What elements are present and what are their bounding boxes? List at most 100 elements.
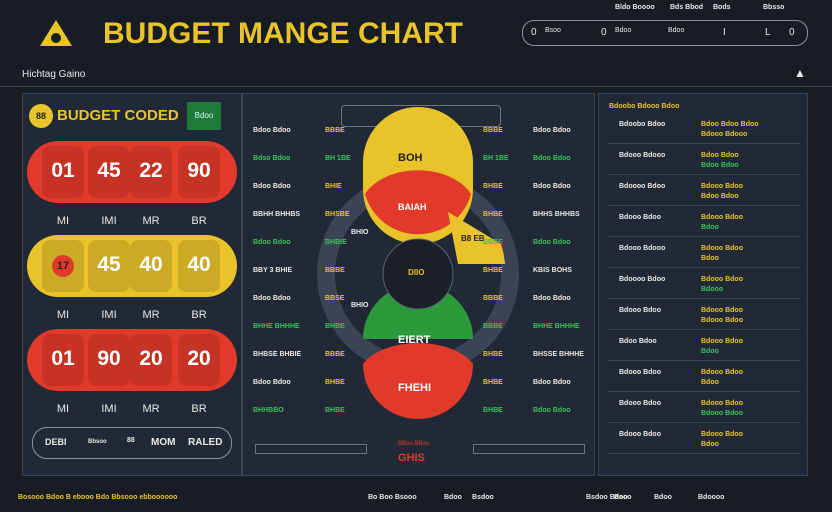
footer-item[interactable]: RALED [188, 437, 223, 448]
collapse[interactable]: ▲ [794, 66, 806, 80]
pill-value: 45 [97, 159, 121, 182]
row-item[interactable]: Bdooo Bdoo [619, 214, 661, 221]
row-divider [607, 422, 801, 423]
row-item[interactable]: Bdoo [701, 224, 719, 231]
footer-link[interactable]: Bsdoo [472, 494, 494, 501]
left-inner-label: BH 1BE [325, 155, 351, 162]
footer-link[interactable]: Bo Boo Bsooo [368, 494, 417, 501]
row-item[interactable]: Bdoooo Bdoo [619, 183, 666, 190]
row-item[interactable]: Bdoo Bdoo [619, 338, 657, 345]
row-item[interactable]: Bdooo Bdoo [701, 183, 743, 190]
row-item[interactable]: Bdoo [701, 348, 719, 355]
toolbar-item[interactable]: L [765, 27, 771, 38]
row-divider [607, 391, 801, 392]
left-outer-label: BHBSE BHBIE [253, 351, 302, 358]
footer-link[interactable]: Bsdoo Bdoo [586, 494, 628, 501]
row-item[interactable]: Bdoo [701, 255, 719, 262]
toolbar-item[interactable]: Bdoo [668, 27, 685, 34]
bottom-small: BBoo BBoo [398, 441, 430, 447]
row-item[interactable]: Bdooo Bdoo [701, 338, 743, 345]
row-item[interactable]: Bdooo Bdoo [701, 214, 743, 221]
left-outer-label: BBHH BHHBS [253, 211, 301, 218]
pill-cell [42, 146, 84, 198]
pill-value: 40 [139, 253, 163, 276]
row-item[interactable]: Bdooo Bdoo [619, 431, 661, 438]
row-divider [607, 360, 801, 361]
pill-value: 20 [139, 347, 163, 370]
row-item[interactable]: Bdooo Bdoo [701, 317, 743, 324]
top-link[interactable]: Bldo Boooo [615, 4, 655, 11]
left-outer-label: BHHBBO [253, 407, 284, 414]
top-link[interactable]: Bds Bbod [670, 4, 704, 11]
row-item[interactable]: Bdoooo Bdoo [619, 276, 666, 283]
toolbar-item[interactable]: 0 [789, 27, 795, 38]
venn-segment: BHIO [351, 302, 369, 309]
left-outer-label: BHHE BHHHE [253, 323, 300, 330]
toolbar-item[interactable]: Bdoo [615, 27, 632, 34]
footer-link[interactable]: Bdoooo [698, 494, 725, 501]
row-item[interactable]: Bdooo Bdoo [701, 410, 743, 417]
pill-cell [130, 146, 172, 198]
row-item[interactable]: Bdooo [701, 286, 724, 293]
pill-value: 22 [139, 159, 163, 182]
row-item[interactable]: Bdooo Bdoo [619, 400, 661, 407]
footer-pill[interactable]: DEBI Bbsoo 88 MOM RALED [32, 427, 232, 459]
footer-item[interactable]: MOM [151, 437, 176, 448]
footer-link[interactable]: Bdoo [654, 494, 672, 501]
pill-cell [178, 146, 220, 198]
pill [27, 329, 237, 391]
subheader: Hichtag Gaino [22, 69, 86, 80]
row-item[interactable]: Bdooo Bdoo [701, 400, 743, 407]
footer-item[interactable]: Bbsoo [88, 439, 107, 445]
pill-cell [42, 334, 84, 386]
row-item[interactable]: Bdoo [701, 379, 719, 386]
row-item[interactable]: Bdooo Bdoo [701, 431, 743, 438]
row-item[interactable]: Bdooo Bdoo [701, 276, 743, 283]
row-item[interactable]: Bdoo Bdoo [701, 152, 739, 159]
top-link[interactable]: Bbsso [763, 4, 785, 11]
left-outer-label: Bdso Bdoo [253, 155, 291, 162]
row-divider [607, 298, 801, 299]
left-inner-label: BHBE [325, 379, 345, 386]
pill [27, 141, 237, 203]
footer-item[interactable]: 88 [127, 437, 135, 444]
toolbar[interactable]: 0 Bsoo 0 Bdoo Bdoo I L 0 [522, 20, 808, 46]
toolbar-item[interactable]: Bsoo [545, 27, 561, 34]
toolbar-item[interactable]: 0 [531, 27, 537, 38]
toolbar-item[interactable]: I [723, 27, 726, 38]
right-outer-label: Bdoo Bdoo [533, 127, 571, 134]
row-item[interactable]: Bdooo Bdooo [619, 245, 666, 252]
pill-value: 45 [97, 253, 121, 276]
row-divider [607, 205, 801, 206]
row-item[interactable]: Bdoo Bdoo [701, 162, 739, 169]
row-item[interactable]: Bdoobo Bdoo [619, 121, 666, 128]
left-panel: 88 BUDGET CODED Bdoo DEBI Bbsoo 88 MOM RALED… [22, 93, 242, 476]
footer-item[interactable]: DEBI [45, 437, 67, 447]
right-outer-label: Bdoo Bdoo [533, 155, 571, 162]
row-item[interactable]: Bdooo Bdoo [701, 245, 743, 252]
venn-segment: B8 EB [461, 234, 485, 243]
top-link[interactable]: Bods [713, 4, 731, 11]
row-item[interactable]: Bdoo [701, 441, 719, 448]
footer-link[interactable]: Bsoo [614, 494, 632, 501]
row-item[interactable]: Bdooo Bdoo [619, 369, 661, 376]
venn-segment: BOH [398, 152, 423, 164]
right-inner-label: BBBE [483, 295, 503, 302]
row-item[interactable]: Bdoo Bdoo [701, 193, 739, 200]
row-item[interactable]: Bdooo Bdoo [701, 307, 743, 314]
row-item[interactable]: Bdoo Bdoo Bdoo [701, 121, 759, 128]
row-item[interactable]: Bdooo Bdoo [619, 307, 661, 314]
toolbar-item[interactable]: 0 [601, 27, 607, 38]
footer-link[interactable]: Bdoo [444, 494, 462, 501]
row-item[interactable]: Bdooo Bdooo [701, 131, 748, 138]
right-heading: Bdoobo Bdooo Bdoo [609, 103, 680, 110]
pill-value: 40 [187, 253, 211, 276]
row-item[interactable]: Bdooo Bdoo [701, 369, 743, 376]
bottom-label: GHIS [398, 452, 425, 464]
left-inner-label: BBBE [325, 351, 345, 358]
left-inner-label: BHIE [325, 183, 342, 190]
pill-label: IMI [101, 215, 117, 227]
row-divider [607, 174, 801, 175]
row-divider [607, 329, 801, 330]
row-item[interactable]: Bdooo Bdooo [619, 152, 666, 159]
